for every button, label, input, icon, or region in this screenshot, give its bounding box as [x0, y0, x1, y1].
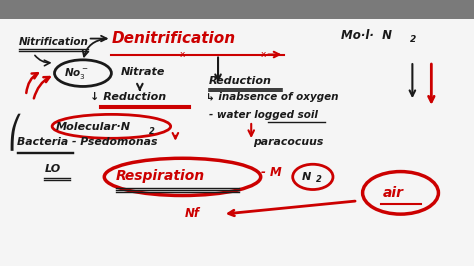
Text: Nitrate: Nitrate: [121, 67, 165, 77]
Text: Molecular·N: Molecular·N: [56, 122, 131, 132]
Text: N: N: [302, 172, 311, 182]
Text: Nitrification: Nitrification: [19, 37, 89, 47]
Text: paracocuus: paracocuus: [254, 137, 324, 147]
Text: ⎛: ⎛: [7, 114, 22, 151]
Text: ↳ inabsence of oxygen: ↳ inabsence of oxygen: [206, 92, 339, 102]
Text: air: air: [383, 186, 404, 200]
Text: ↓ Reduction: ↓ Reduction: [90, 92, 166, 102]
Text: No$_3^-$: No$_3^-$: [64, 66, 89, 81]
Text: x: x: [261, 50, 266, 59]
Text: Bacteria - Psedomonas: Bacteria - Psedomonas: [17, 137, 157, 147]
Text: x: x: [180, 50, 185, 59]
Text: Reduction: Reduction: [209, 76, 272, 86]
Text: - water logged soil: - water logged soil: [209, 110, 318, 120]
Text: Mo·l·  N: Mo·l· N: [341, 28, 392, 41]
Bar: [0, 0, 474, 19]
Text: Denitrification: Denitrification: [111, 31, 236, 45]
Text: Nf: Nf: [185, 207, 200, 220]
Text: LO: LO: [45, 164, 61, 174]
Text: - M: - M: [261, 165, 282, 178]
Text: 2: 2: [149, 127, 155, 136]
Text: 2: 2: [410, 35, 416, 44]
Text: Respiration: Respiration: [116, 169, 205, 182]
Text: 2: 2: [316, 175, 321, 184]
